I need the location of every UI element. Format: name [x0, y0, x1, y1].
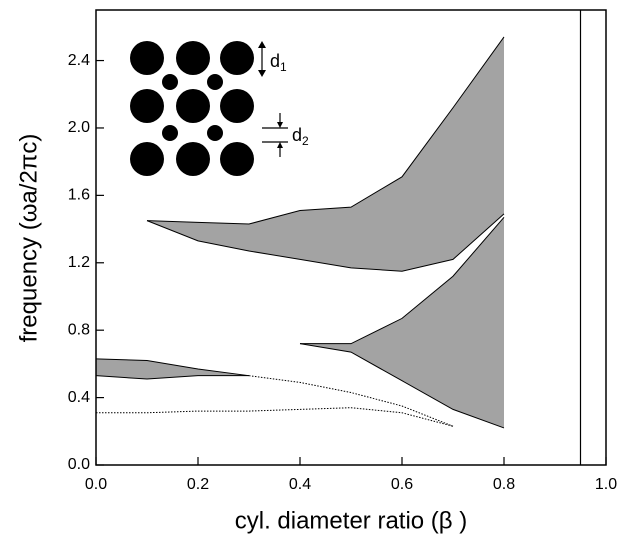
band-edge — [146, 213, 505, 272]
band-edge — [299, 343, 505, 429]
y-tick-label: 1.6 — [68, 187, 90, 204]
x-tick-label: 0.4 — [289, 476, 311, 493]
inset-small-cylinder — [207, 74, 223, 90]
inset-cylinder — [130, 142, 164, 176]
y-axis-title: frequency (ωa/2πc) — [15, 134, 42, 343]
x-axis-title: cyl. diameter ratio (β ) — [235, 507, 468, 534]
inset-cylinder — [176, 142, 210, 176]
y-tick-label: 0.0 — [68, 456, 90, 473]
inset-small-cylinder — [162, 74, 178, 90]
inset-cylinder — [130, 41, 164, 75]
x-tick-label: 0.8 — [493, 476, 515, 493]
x-tick-label: 0.2 — [187, 476, 209, 493]
y-tick-label: 2.4 — [68, 52, 90, 69]
dotted-band-line — [248, 375, 454, 427]
inset-cylinder — [220, 89, 254, 123]
band-gap — [300, 217, 504, 428]
inset: d1 d2 — [130, 41, 309, 176]
x-tick-label: 0.6 — [391, 476, 413, 493]
x-tick-label: 0.0 — [85, 476, 107, 493]
inset-small-cylinder — [207, 125, 223, 141]
plot-frame — [95, 9, 607, 466]
x-tick-label: 1.0 — [595, 476, 617, 493]
inset-cylinder — [130, 89, 164, 123]
band-edge — [300, 216, 505, 345]
y-tick-label: 0.4 — [68, 389, 90, 406]
inset-cylinder — [176, 41, 210, 75]
band-gap — [147, 36, 504, 272]
inset-cylinder — [220, 41, 254, 75]
inset-small-cylinder — [162, 125, 178, 141]
y-tick-label: 2.0 — [68, 119, 90, 136]
y-tick-label: 0.8 — [68, 321, 90, 338]
band-edge — [146, 36, 505, 225]
plot-data — [95, 36, 505, 429]
band-edge — [95, 358, 250, 377]
inset-cylinder — [220, 142, 254, 176]
inset-label: d2 — [292, 125, 309, 148]
dotted-band-line — [96, 407, 454, 427]
band-gap — [96, 358, 249, 380]
band-edge — [95, 375, 249, 380]
inset-label: d1 — [270, 51, 287, 74]
inset-cylinder — [176, 89, 210, 123]
y-tick-label: 1.2 — [68, 254, 90, 271]
